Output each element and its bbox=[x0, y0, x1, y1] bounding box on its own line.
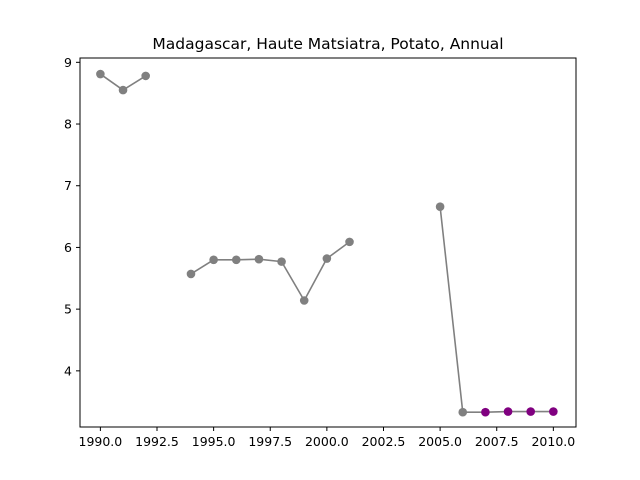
data-point bbox=[322, 254, 332, 263]
data-point bbox=[186, 269, 196, 279]
x-tick-label: 2007.5 bbox=[475, 434, 519, 449]
data-point bbox=[209, 255, 218, 265]
y-tick-label: 8 bbox=[64, 117, 72, 132]
data-point-highlight bbox=[526, 407, 535, 416]
data-point bbox=[118, 85, 128, 95]
y-tick-label: 5 bbox=[64, 302, 72, 317]
x-tick-label: 1995.0 bbox=[192, 434, 236, 449]
data-point bbox=[96, 69, 105, 79]
x-tick-label: 2010.0 bbox=[531, 434, 575, 449]
x-tick-label: 2005.0 bbox=[418, 434, 462, 449]
x-tick-label: 2000.0 bbox=[305, 434, 349, 449]
y-tick-label: 6 bbox=[64, 240, 72, 255]
y-tick-label: 9 bbox=[64, 55, 72, 70]
y-axis: 4 5 6 7 8 9 bbox=[64, 55, 80, 378]
data-point bbox=[435, 202, 445, 212]
data-point-highlight bbox=[503, 407, 513, 416]
data-point-highlight bbox=[549, 407, 558, 416]
chart-title: Madagascar, Haute Matsiatra, Potato, Ann… bbox=[152, 35, 503, 53]
series-line-segment bbox=[439, 206, 554, 413]
data-point bbox=[345, 237, 354, 247]
data-point bbox=[277, 257, 286, 266]
x-axis: 1990.0 1992.5 1995.0 1997.5 2000.0 2002.5 2005… bbox=[79, 427, 575, 449]
data-point bbox=[141, 71, 150, 81]
data-point-highlight bbox=[481, 407, 490, 417]
x-tick-label: 2002.5 bbox=[362, 434, 406, 449]
data-point bbox=[299, 296, 309, 305]
series-line-segment bbox=[190, 241, 350, 302]
x-tick-label: 1992.5 bbox=[135, 434, 179, 449]
y-tick-label: 7 bbox=[64, 178, 72, 193]
plot-frame bbox=[79, 57, 577, 428]
plot-content bbox=[96, 69, 558, 417]
data-point bbox=[458, 407, 468, 417]
data-point bbox=[231, 255, 241, 265]
x-tick-label: 1997.5 bbox=[248, 434, 292, 449]
data-point bbox=[254, 254, 264, 264]
x-tick-label: 1990.0 bbox=[79, 434, 123, 449]
y-tick-label: 4 bbox=[64, 363, 72, 378]
